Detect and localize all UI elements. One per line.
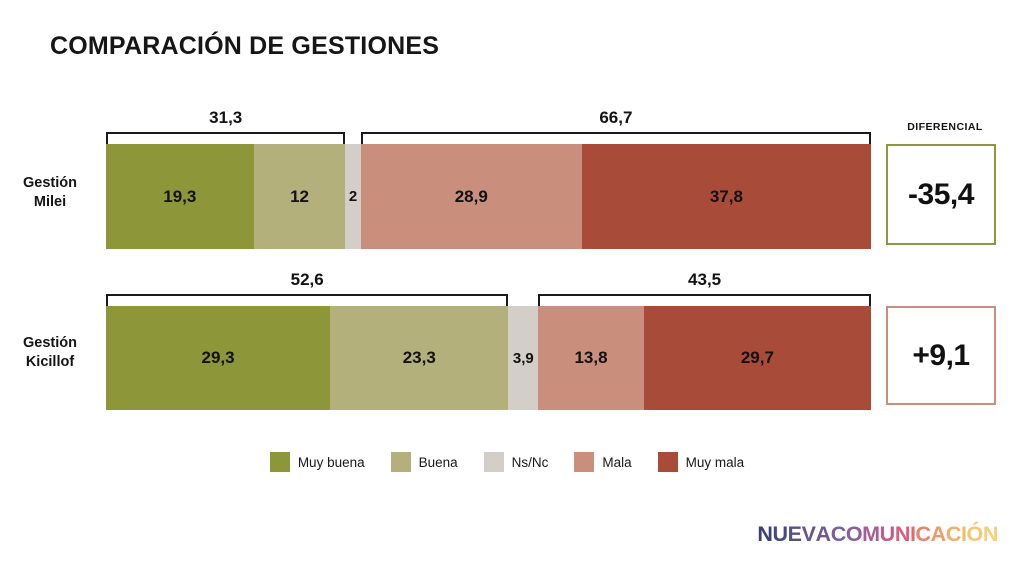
- logo-letter-0: N: [757, 522, 773, 546]
- bracket-value-kicillof-negative: 43,5: [688, 270, 722, 289]
- logo-letter-4: A: [815, 522, 832, 546]
- legend-swatch-nsnc: [483, 452, 504, 472]
- legend-label-buena: Buena: [418, 454, 458, 470]
- legend-label-muy-mala: Muy mala: [685, 454, 745, 470]
- legend-swatch-muy-buena: [269, 452, 290, 472]
- legend-item-muy-mala[interactable]: Muy mala: [657, 452, 745, 472]
- bar-segment-milei-buena[interactable]: 12: [253, 144, 346, 249]
- stacked-bar-kicillof: 29,3 23,3 3,9 13,8 29,7: [106, 306, 871, 410]
- diferencial-value-milei: -35,4: [886, 144, 996, 245]
- bar-segment-kicillof-muy-mala[interactable]: 29,7: [643, 306, 871, 410]
- legend-swatch-muy-mala: [657, 452, 678, 472]
- bracket-kicillof-negative: [538, 294, 871, 306]
- bracket-kicillof-positive: [106, 294, 509, 306]
- bracket-value-milei-positive: 31,3: [209, 108, 243, 127]
- bar-segment-kicillof-muy-buena[interactable]: 29,3: [106, 306, 331, 410]
- logo-letter-12: A: [930, 522, 947, 546]
- chart-row-milei: Gestión Milei 31,3 66,7 19,3 12 2 28,9 3…: [0, 108, 1014, 252]
- diferencial-value-kicillof: +9,1: [886, 306, 996, 405]
- legend-item-buena[interactable]: Buena: [390, 452, 458, 472]
- chart-legend: Muy buena Buena Ns/Nc Mala Muy mala: [0, 452, 1014, 472]
- diferencial-header: DIFERENCIAL: [907, 121, 983, 133]
- legend-label-muy-buena: Muy buena: [297, 454, 365, 470]
- legend-item-nsnc[interactable]: Ns/Nc: [483, 452, 549, 472]
- logo-letter-8: U: [879, 522, 896, 546]
- row-label-kicillof-line1: Gestión: [23, 335, 77, 351]
- bar-segment-kicillof-mala[interactable]: 13,8: [538, 306, 644, 410]
- legend-label-nsnc: Ns/Nc: [511, 454, 549, 470]
- row-label-milei-line2: Milei: [33, 193, 67, 210]
- bracket-milei-negative: [360, 132, 871, 144]
- logo-letter-10: I: [909, 522, 916, 546]
- logo-letter-16: N: [982, 522, 999, 546]
- legend-swatch-mala: [574, 452, 595, 472]
- logo-letter-3: V: [801, 522, 816, 546]
- logo-letter-7: M: [862, 522, 880, 546]
- bar-segment-milei-muy-mala[interactable]: 37,8: [581, 144, 871, 249]
- legend-item-muy-buena[interactable]: Muy buena: [269, 452, 365, 472]
- bracket-value-kicillof-positive: 52,6: [290, 270, 324, 289]
- logo-letter-14: I: [960, 522, 967, 546]
- chart-row-kicillof: Gestión Kicillof 52,6 43,5 29,3 23,3 3,9…: [0, 270, 1014, 414]
- legend-item-mala[interactable]: Mala: [574, 452, 632, 472]
- row-label-milei: Gestión Milei: [0, 174, 100, 211]
- logo-letter-2: E: [787, 522, 802, 546]
- bar-segment-milei-nsnc[interactable]: 2: [345, 144, 361, 249]
- logo-letter-9: N: [894, 522, 911, 546]
- page-title: COMPARACIÓN DE GESTIONES: [50, 32, 440, 60]
- bar-segment-kicillof-buena[interactable]: 23,3: [330, 306, 509, 410]
- bar-segment-milei-muy-buena[interactable]: 19,3: [106, 144, 254, 249]
- row-label-milei-line1: Gestión: [23, 175, 77, 191]
- stacked-bar-milei: 19,3 12 2 28,9 37,8: [106, 144, 871, 249]
- bracket-value-milei-negative: 66,7: [599, 108, 633, 127]
- bar-segment-kicillof-nsnc[interactable]: 3,9: [508, 306, 539, 410]
- logo-letter-1: U: [772, 522, 789, 546]
- bracket-milei-positive: [106, 132, 346, 144]
- legend-label-mala: Mala: [602, 454, 632, 470]
- logo-letter-6: O: [845, 522, 863, 546]
- logo-letter-11: C: [915, 522, 932, 546]
- row-label-kicillof: Gestión Kicillof: [0, 334, 100, 371]
- bar-segment-milei-mala[interactable]: 28,9: [360, 144, 582, 249]
- logo-letter-13: C: [945, 522, 962, 546]
- logo-letter-15: Ó: [966, 522, 984, 546]
- legend-swatch-buena: [390, 452, 411, 472]
- logo-letter-5: C: [830, 522, 847, 546]
- row-label-kicillof-line2: Kicillof: [25, 353, 75, 370]
